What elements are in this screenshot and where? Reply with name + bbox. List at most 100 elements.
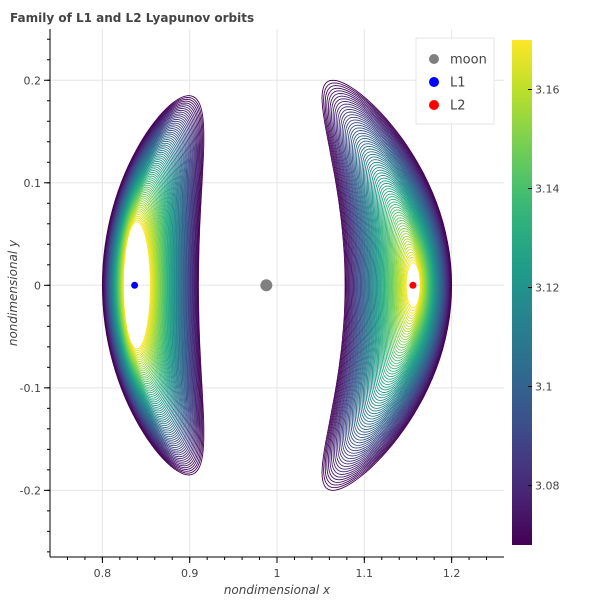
orbit-line [385,204,431,367]
point-markers [131,279,417,292]
orbit-line [401,249,423,322]
y-tick-label: -0.1 [20,382,41,395]
orbit-line [358,145,441,425]
colorbar-tick-label: 3.14 [535,183,560,196]
orbit-line [396,235,426,335]
orbit-line [369,167,438,404]
x-tick-label: 1.1 [356,567,374,580]
orbit-line [395,230,427,341]
legend: moon L1 L2 [415,37,495,125]
x-axis-label: nondimensional x [224,583,331,597]
orbit-line [343,116,446,454]
orbit-line [354,137,443,433]
legend-swatch [429,77,439,87]
orbit-line [331,95,450,475]
orbit-line [326,87,451,483]
orbit-line [366,161,438,409]
colorbar: 3.16 3.14 3.12 3.1 3.08 [512,40,560,545]
orbit-line [349,127,444,444]
orbit-line [393,225,428,346]
orbit-line [405,262,421,309]
orbit-line [403,257,422,314]
orbit-line [338,108,448,462]
orbit-line [329,93,450,478]
orbit-line [321,79,453,491]
orbit-line [400,246,424,325]
orbit-line [403,254,423,317]
orbit-line [350,130,444,441]
orbit-line [340,111,447,460]
orbit-line [365,159,439,412]
orbit-line [360,148,441,423]
orbit-line [402,251,423,319]
orbit-line [387,209,430,362]
orbit-line [386,206,431,364]
orbit-line [397,238,425,333]
orbit-line [353,135,443,436]
orbit-line [388,212,430,359]
orbit-line [374,177,436,393]
orbit-line [370,169,437,401]
orbit-line [344,119,446,452]
orbit-line [357,143,442,428]
y-tick-label: 0.1 [24,177,42,190]
legend-label: L2 [450,99,466,114]
orbit-line [362,153,440,417]
orbit-line [323,82,452,489]
orbit-line [389,214,429,356]
orbit-line [382,196,433,375]
orbit-line [376,182,435,388]
l1-point [131,281,139,289]
orbit-line [399,243,424,327]
orbit-line [346,122,445,449]
orbit-line [384,201,432,370]
colorbar-tick-label: 3.08 [535,480,560,493]
l2-point [409,281,417,289]
colorbar-tick-label: 3.16 [535,84,560,97]
y-tick-label: 0.2 [24,74,42,87]
orbit-line [332,98,449,473]
x-tick-label: 1 [274,567,281,580]
orbit-line [351,132,443,438]
moon-point [260,279,273,292]
orbit-line [380,190,433,380]
colorbar-tick-label: 3.1 [535,381,553,394]
orbit-line [372,172,437,399]
orbit-line [396,233,426,338]
orbit-line [398,241,425,330]
orbit-line [335,103,448,468]
legend-box [415,37,495,125]
l2-orbit-family [321,79,453,491]
orbit-line [379,188,434,383]
chart-title: Family of L1 and L2 Lyapunov orbits [10,11,254,25]
y-axis-label: nondimensional y [6,239,20,346]
colorbar-gradient [512,40,532,545]
orbit-line [394,227,427,343]
y-tick-label: -0.2 [20,484,41,497]
legend-label: moon [450,53,487,68]
x-tick-label: 0.8 [94,567,112,580]
legend-swatch [429,100,439,110]
orbit-line [404,259,422,311]
orbit-line [356,140,442,430]
orbit-line [392,222,428,348]
axes: 0.8 0.9 1 1.1 1.2 0.2 0.1 0 -0.1 -0.2 [20,29,504,580]
x-tick-label: 0.9 [181,567,199,580]
orbit-line [101,95,205,476]
orbit-line [361,151,440,420]
legend-label: L1 [450,76,466,91]
orbit-line [327,90,451,481]
orbit-line [341,114,447,457]
orbit-families [101,79,453,491]
orbit-line [383,198,432,372]
colorbar-tick-label: 3.12 [535,282,560,295]
orbit-line [390,217,429,354]
orbit-line [381,193,433,378]
orbit-line [364,156,439,415]
orbit-line [324,85,452,486]
legend-swatch [429,54,439,64]
orbit-line [375,180,435,391]
orbit-line [334,100,449,470]
